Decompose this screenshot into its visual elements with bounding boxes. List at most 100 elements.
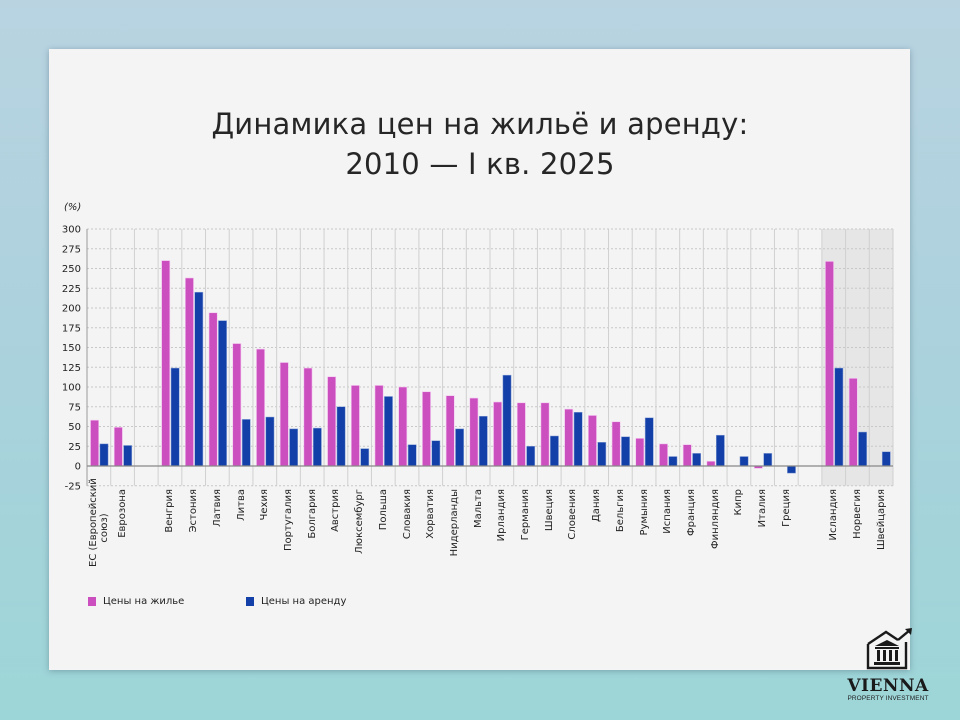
y-tick-label: 25 [68,442,81,453]
housing-swatch-icon [88,597,96,606]
bar-rent [692,453,701,467]
bar-rent [384,396,393,467]
y-tick-label: -25 [65,481,81,492]
x-tick-label: Норвегия [851,489,863,539]
bar-housing [682,444,692,467]
x-tick-label: Румыния [638,489,650,536]
x-tick-label: Болгария [306,489,318,539]
x-tick-label: Словения [567,489,579,540]
x-tick-label: Дания [591,489,603,522]
bar-rent [858,431,867,467]
bar-housing [185,277,194,467]
bar-housing [611,421,621,467]
x-tick-label: Италия [757,489,769,528]
legend-item-rent: Цены на аренду [246,596,346,607]
x-tick-label: Люксембург [354,489,366,554]
x-tick-label: Словакия [401,489,413,540]
bar-housing [303,367,313,467]
x-tick-label: Польша [377,489,389,531]
bar-housing [161,260,171,467]
legend-rent-label: Цены на аренду [261,596,347,607]
y-tick-label: 200 [62,304,81,315]
x-tick-label: ЕС (Европейский союз) [87,478,110,567]
building-arrow-icon [866,628,912,670]
bar-housing [540,402,550,467]
x-tick-label: Швейцария [875,489,887,551]
bar-rent [763,453,773,467]
x-tick-label: Венгрия [164,489,176,533]
bar-rent [550,435,559,467]
y-tick-label: 0 [75,462,81,473]
x-tick-label: Исландия [828,489,840,541]
x-tick-label: Бельгия [614,489,626,533]
y-tick-label: 300 [62,225,81,236]
bar-rent [336,406,346,467]
bar-housing [113,426,123,467]
bar-rent [644,417,654,467]
bar-rent [265,416,275,467]
bar-housing [279,362,289,467]
bar-rent [289,428,298,467]
x-tick-label: Франция [686,489,697,536]
bar-rent [407,444,417,467]
logo-subtitle: PROPERTY INVESTMENT [847,695,929,702]
y-tick-label: 150 [62,343,81,354]
x-tick-label: Финляндия [709,489,721,550]
bar-rent [739,456,749,467]
bar-housing [493,401,502,467]
bar-rent [170,367,180,467]
bar-housing [232,343,242,467]
bar-housing [588,415,597,467]
bar-rent [241,419,251,467]
x-tick-label: Хорватия [425,489,437,539]
bar-housing [374,385,384,467]
bar-housing [422,391,431,467]
y-tick-label: 125 [62,363,81,374]
bar-rent [99,443,109,467]
y-tick-label: 275 [62,244,81,255]
x-tick-label: Кипр [733,489,745,516]
bar-rent [123,445,133,467]
chart-title: Динамика цен на жильё и аренду: 2010 — I… [0,104,960,184]
bar-rent [431,440,441,467]
bar-rent [597,442,607,467]
y-tick-label: 100 [62,383,81,394]
y-tick-label: 225 [62,284,81,295]
bar-housing [564,408,574,467]
y-axis-unit-label: (%) [64,202,82,213]
x-tick-label: Чехия [259,489,271,521]
bar-rent [716,434,725,467]
bar-housing [90,419,99,467]
bar-rent [218,320,227,467]
bar-housing [635,438,645,467]
x-tick-label: Еврозона [117,489,129,538]
chart-title-line1: Динамика цен на жильё и аренду: [211,107,749,141]
x-tick-label: Швеция [543,489,555,532]
chart-title-line2: 2010 — I кв. 2025 [345,147,615,181]
bar-rent [502,374,512,467]
x-tick-label: Ирландия [496,489,508,542]
bar-rent [478,415,488,467]
legend-housing-label: Цены на жилье [103,596,185,607]
bar-rent [526,446,536,467]
x-tick-label: Нидерланды [448,489,460,557]
bar-rent [621,436,630,467]
bar-rent [194,291,204,467]
bar-rent [455,428,464,467]
bar-rent [881,451,891,467]
bar-housing [825,261,834,467]
y-tick-label: 50 [68,422,81,433]
bar-housing [445,395,455,467]
y-tick-label: 250 [62,264,81,275]
x-tick-label: Литва [235,489,247,521]
bar-rent [360,448,370,467]
bar-housing [256,348,265,467]
bar-rent [668,456,678,467]
bar-rent [787,465,796,474]
x-tick-label: Испания [662,489,674,534]
y-tick-label: 75 [68,402,81,413]
x-tick-label: Германия [520,489,532,541]
bar-rent [313,427,322,467]
rent-swatch-icon [246,597,254,606]
